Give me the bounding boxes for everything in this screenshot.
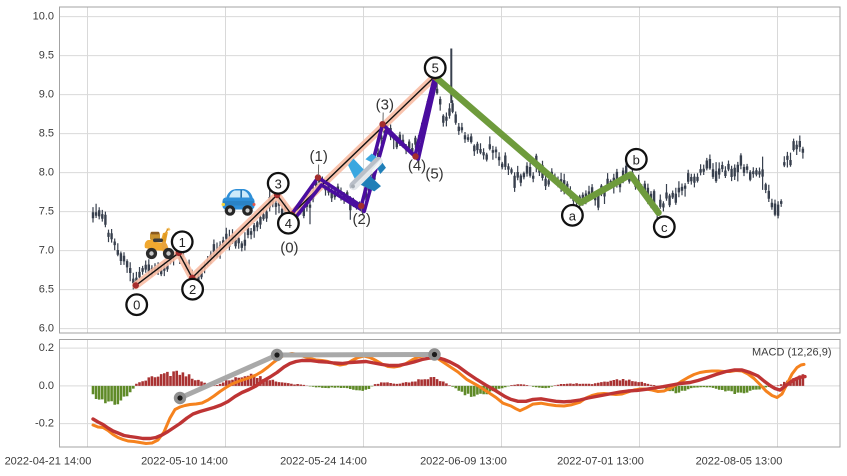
svg-text:7.5: 7.5	[39, 206, 54, 218]
svg-text:0: 0	[133, 298, 140, 313]
svg-text:6.0: 6.0	[39, 323, 54, 335]
svg-text:2022-05-10 14:00: 2022-05-10 14:00	[141, 456, 228, 468]
svg-text:-0.2: -0.2	[35, 418, 54, 430]
svg-text:6.5: 6.5	[39, 284, 54, 296]
svg-text:(2): (2)	[353, 211, 371, 228]
svg-text:2022-08-05 13:00: 2022-08-05 13:00	[696, 456, 783, 468]
svg-text:4: 4	[285, 216, 292, 231]
svg-text:(1): (1)	[310, 148, 328, 165]
svg-text:8.5: 8.5	[39, 128, 54, 140]
svg-text:7.0: 7.0	[39, 245, 54, 257]
svg-text:(4): (4)	[408, 158, 426, 175]
svg-text:(0): (0)	[280, 240, 298, 257]
svg-text:1: 1	[179, 235, 186, 250]
svg-text:3: 3	[275, 176, 282, 191]
svg-text:b: b	[633, 152, 640, 167]
svg-text:0.2: 0.2	[39, 342, 54, 354]
svg-text:(3): (3)	[376, 97, 394, 114]
svg-text:5: 5	[432, 61, 439, 76]
svg-text:9.5: 9.5	[39, 50, 54, 62]
svg-text:MACD (12,26,9): MACD (12,26,9)	[752, 347, 831, 359]
svg-text:9.0: 9.0	[39, 89, 54, 101]
svg-text:c: c	[661, 220, 668, 235]
svg-text:0.0: 0.0	[39, 380, 54, 392]
svg-text:10.0: 10.0	[33, 11, 54, 23]
svg-text:2022-06-09 13:00: 2022-06-09 13:00	[420, 456, 507, 468]
svg-text:(5): (5)	[425, 166, 443, 183]
svg-text:8.0: 8.0	[39, 167, 54, 179]
svg-text:2022-04-21 14:00: 2022-04-21 14:00	[5, 456, 92, 468]
svg-text:a: a	[569, 208, 577, 223]
svg-text:2022-05-24 14:00: 2022-05-24 14:00	[280, 456, 367, 468]
svg-text:2: 2	[189, 282, 196, 297]
svg-text:2022-07-01 13:00: 2022-07-01 13:00	[557, 456, 644, 468]
